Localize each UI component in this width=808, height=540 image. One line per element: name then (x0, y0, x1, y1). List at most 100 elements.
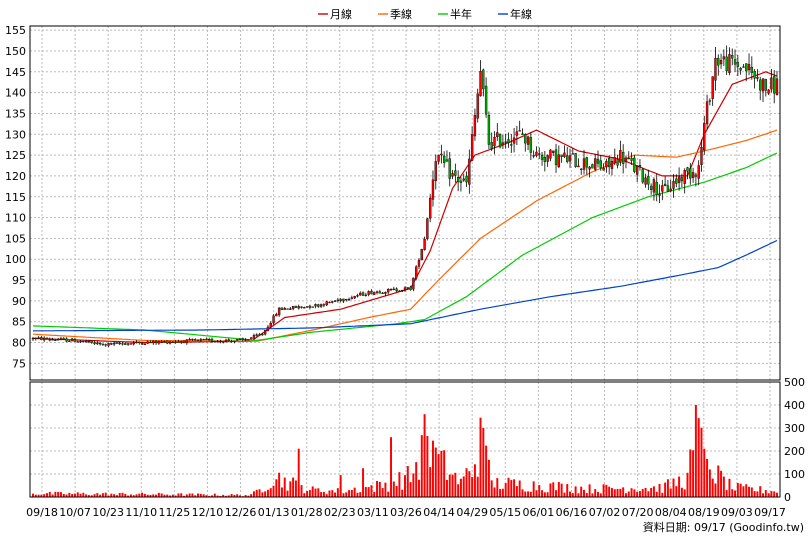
candle-body-123 (375, 291, 379, 293)
volume-bar-160 (479, 417, 482, 497)
candle-body-155 (465, 175, 468, 183)
volume-bar-175 (521, 489, 524, 497)
candle-body-86 (272, 315, 275, 324)
candle-body-69 (224, 339, 228, 343)
volume-bar-101 (314, 488, 317, 497)
volume-bar-253 (739, 483, 742, 497)
candle-body-185 (549, 149, 552, 159)
candle-body-115 (353, 296, 356, 299)
volume-bar-70 (227, 495, 230, 497)
candle-body-258 (753, 71, 756, 79)
candle-body-188 (557, 154, 561, 168)
candle-body-35 (129, 343, 133, 345)
date-tick-label-11: 03/26 (390, 506, 422, 519)
volume-tick-label-4: 400 (784, 399, 805, 412)
candle-body-11 (62, 338, 65, 340)
candle-body-98 (305, 306, 309, 308)
data-date-footer: 資料日期: 09/17 (Goodinfo.tw) (643, 520, 804, 534)
volume-bar-90 (283, 477, 286, 497)
volume-bar-28 (110, 493, 113, 497)
volume-bar-79 (252, 491, 255, 497)
candle-body-146 (440, 153, 443, 156)
candle-body-222 (652, 179, 656, 193)
volume-bar-171 (510, 480, 513, 497)
candle-body-99 (308, 305, 312, 308)
candle-body-212 (624, 157, 628, 162)
volume-bar-76 (244, 495, 247, 497)
volume-bar-61 (202, 494, 205, 497)
volume-bar-107 (331, 490, 334, 497)
volume-bar-55 (185, 494, 188, 497)
candle-body-116 (356, 295, 359, 297)
volume-bar-52 (177, 493, 180, 497)
candle-body-196 (580, 168, 583, 170)
volume-bar-182 (541, 490, 544, 497)
candle-body-230 (675, 178, 678, 184)
volume-bar-193 (571, 493, 574, 497)
volume-bar-132 (401, 489, 404, 497)
volume-bar-33 (124, 493, 127, 497)
volume-bar-44 (155, 494, 158, 497)
volume-bar-263 (767, 493, 770, 497)
volume-bar-8 (54, 491, 57, 497)
date-tick-label-0: 09/18 (26, 506, 58, 519)
volume-bar-157 (471, 476, 474, 497)
volume-bar-92 (289, 481, 292, 497)
volume-tick-label-1: 100 (784, 468, 805, 481)
candle-body-237 (694, 174, 698, 177)
volume-bar-93 (292, 477, 295, 497)
candle-body-20 (87, 340, 91, 343)
candle-body-260 (759, 79, 762, 91)
volume-bar-152 (457, 484, 460, 497)
candle-body-107 (331, 301, 334, 303)
date-tick-label-22: 09/17 (754, 506, 786, 519)
volume-bar-0 (32, 493, 34, 497)
candle-body-236 (691, 172, 695, 178)
volume-bar-129 (392, 481, 395, 497)
volume-bar-230 (675, 486, 678, 497)
candle-body-131 (398, 290, 401, 292)
candle-body-23 (96, 342, 99, 345)
volume-bar-158 (473, 464, 476, 497)
candle-body-164 (490, 142, 493, 149)
candle-body-12 (65, 338, 68, 342)
candle-body-149 (448, 158, 451, 179)
volume-bar-116 (356, 492, 359, 497)
candle-body-187 (554, 149, 558, 166)
volume-bar-187 (555, 490, 558, 497)
volume-bar-213 (627, 491, 630, 497)
volume-bar-38 (138, 493, 141, 497)
price-tick-label-10: 125 (5, 149, 26, 162)
volume-bar-115 (353, 487, 356, 497)
candle-body-259 (756, 76, 759, 79)
volume-bar-185 (549, 483, 552, 497)
volume-bar-45 (157, 492, 160, 497)
candle-body-256 (747, 64, 751, 71)
candle-body-3 (40, 337, 43, 340)
candle-body-197 (582, 158, 586, 170)
candle-body-172 (512, 137, 516, 144)
candle-body-148 (445, 159, 449, 162)
volume-bar-137 (415, 462, 418, 497)
volume-bar-183 (543, 492, 546, 497)
volume-bar-145 (437, 454, 440, 497)
candle-body-163 (487, 115, 491, 145)
volume-bar-259 (756, 491, 759, 497)
volume-bar-20 (87, 495, 90, 497)
candle-body-44 (154, 341, 158, 344)
price-tick-label-14: 145 (5, 66, 26, 79)
candle-body-36 (132, 342, 135, 345)
volume-bar-96 (300, 485, 303, 497)
candle-body-83 (263, 329, 267, 335)
candle-body-55 (185, 339, 189, 344)
volume-bar-177 (527, 491, 530, 497)
price-tick-label-12: 135 (5, 107, 26, 120)
candle-body-153 (459, 180, 463, 183)
volume-bar-26 (104, 492, 107, 497)
candle-body-129 (392, 288, 395, 290)
date-tick-label-18: 07/20 (622, 506, 654, 519)
candle-body-114 (350, 297, 354, 299)
volume-bar-121 (370, 485, 373, 497)
candle-body-265 (773, 76, 776, 94)
candle-body-126 (384, 292, 387, 294)
